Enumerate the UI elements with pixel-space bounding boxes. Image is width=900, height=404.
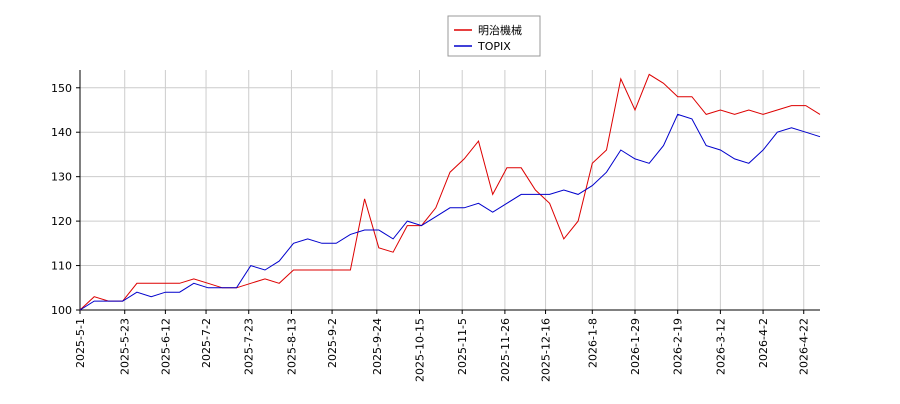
- x-tick-label: 2025-7-23: [243, 318, 256, 375]
- legend: 明治機械 TOPIX: [447, 15, 541, 57]
- y-tick-label: 140: [51, 126, 72, 139]
- x-tick-label: 2025-8-13: [285, 318, 298, 375]
- x-tick-label: 2025-11-5: [456, 318, 469, 375]
- legend-box: [447, 15, 541, 57]
- x-tick-label: 2026-3-12: [714, 318, 727, 375]
- y-tick-label: 100: [51, 304, 72, 317]
- x-tick-label: 2025-12-16: [540, 318, 553, 382]
- x-tick-label: 2026-1-29: [629, 318, 642, 375]
- series-line: [79, 73, 821, 311]
- x-tick-label: 2026-1-8: [586, 318, 599, 368]
- x-tick-label: 2026-2-19: [672, 318, 685, 375]
- legend-label: 明治機械: [478, 23, 522, 37]
- x-tick-label: 2025-10-15: [414, 318, 427, 382]
- series-line: [79, 113, 821, 311]
- y-tick-label: 110: [51, 260, 72, 273]
- x-tick-label: 2026-4-22: [798, 318, 811, 375]
- y-tick-label: 130: [51, 171, 72, 184]
- x-tick-label: 2025-11-26: [499, 318, 512, 382]
- y-tick-label: 120: [51, 215, 72, 228]
- x-tick-label: 2025-5-23: [119, 318, 132, 375]
- x-tick-label: 2025-6-12: [159, 318, 172, 375]
- x-tick-label: 2025-5-1: [74, 318, 87, 368]
- x-tick-label: 2025-9-2: [326, 318, 339, 368]
- y-tick-label: 150: [51, 82, 72, 95]
- x-tick-label: 2026-4-2: [757, 318, 770, 368]
- x-tick-label: 2025-7-2: [200, 318, 213, 368]
- legend-label: TOPIX: [477, 40, 511, 53]
- x-tick-label: 2025-9-24: [371, 318, 384, 375]
